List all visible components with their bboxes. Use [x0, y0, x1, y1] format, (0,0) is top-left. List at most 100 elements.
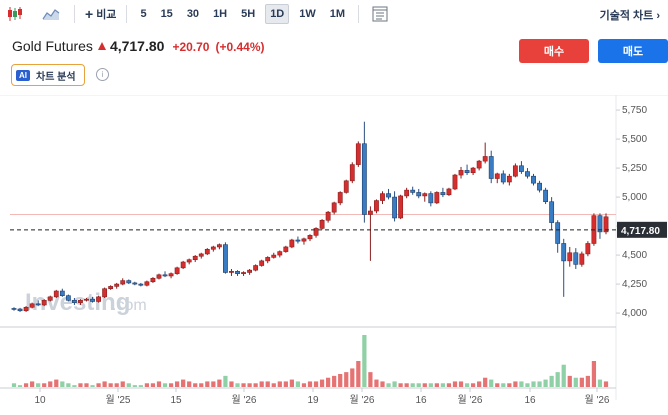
- technical-chart-link[interactable]: 기술적 차트 ›: [599, 10, 660, 22]
- candle-body: [41, 300, 47, 306]
- volume-bar: [561, 364, 566, 387]
- volume-bar: [187, 381, 192, 387]
- candle-body: [361, 143, 367, 215]
- candle-body: [319, 219, 325, 229]
- volume-bar: [374, 379, 379, 387]
- buy-button[interactable]: 매수: [519, 39, 589, 63]
- candle-body: [198, 253, 204, 257]
- candle-body: [259, 260, 265, 266]
- volume-bar: [253, 383, 258, 387]
- volume-bar: [537, 381, 542, 387]
- candle-body: [380, 193, 385, 201]
- volume-bar: [114, 383, 119, 387]
- info-icon[interactable]: i: [96, 68, 109, 81]
- toolbar-divider: [74, 4, 75, 23]
- x-tick-label: 월 '26: [584, 394, 609, 406]
- volume-bar: [132, 385, 137, 387]
- timeframe-button-1d[interactable]: 1D: [265, 3, 290, 24]
- candle-body: [96, 296, 101, 302]
- candlestick-icon[interactable]: [4, 3, 26, 25]
- volume-bar: [597, 379, 603, 387]
- candle-body: [512, 165, 518, 177]
- ai-chart-analysis-button[interactable]: AI 차트 분석: [11, 64, 85, 86]
- candle-body: [53, 290, 59, 298]
- volume-bar: [42, 383, 47, 387]
- timeframe-button-5h[interactable]: 5H: [241, 7, 256, 20]
- candle-body: [102, 288, 108, 298]
- candle-body: [132, 282, 138, 285]
- plus-icon: +: [85, 5, 94, 22]
- candle-body: [271, 254, 277, 258]
- volume-bar: [567, 375, 572, 387]
- volume-bar: [458, 381, 464, 387]
- volume-bar: [483, 377, 488, 387]
- candle-body: [138, 283, 144, 286]
- volume-bar: [579, 377, 584, 387]
- volume-bar: [525, 383, 530, 387]
- candle-body: [253, 265, 259, 271]
- volume-bar: [513, 381, 518, 387]
- timeframe-button-1w[interactable]: 1W: [299, 7, 316, 20]
- candle-body: [488, 156, 494, 179]
- candle-body: [349, 164, 355, 182]
- volume-bar: [102, 381, 107, 387]
- candle-body: [204, 248, 210, 255]
- timeframe-button-1m[interactable]: 1M: [329, 7, 346, 20]
- candle-body: [90, 298, 95, 302]
- volume-bar: [265, 381, 270, 387]
- candle-body: [47, 296, 53, 301]
- candle-body: [29, 303, 35, 308]
- volume-bar: [519, 381, 524, 387]
- candle-body: [446, 188, 452, 196]
- area-chart-icon[interactable]: [40, 3, 62, 25]
- y-tick-label: 5,500: [622, 134, 647, 145]
- volume-bar: [477, 381, 482, 387]
- volume-bar: [555, 372, 560, 387]
- last-price-tag: [617, 221, 667, 238]
- last-price-tag-label: 4,717.80: [621, 226, 660, 237]
- volume-bar: [174, 381, 180, 387]
- volume-bar: [326, 377, 331, 387]
- timeframe-button-1h[interactable]: 1H: [213, 7, 228, 20]
- price-change-percent: (+0.44%): [215, 40, 265, 54]
- volume-bar: [181, 379, 186, 387]
- timeframe-button-30[interactable]: 30: [186, 7, 200, 20]
- timeframe-button-5[interactable]: 5: [140, 7, 147, 20]
- candle-body: [283, 246, 289, 252]
- volume-bar: [30, 381, 35, 387]
- candle-body: [59, 290, 65, 296]
- timeframe-group: 5 15 30 1H 5H 1D 1W 1M: [133, 3, 352, 24]
- volume-bar: [464, 383, 470, 387]
- timeframe-button-15[interactable]: 15: [160, 7, 173, 20]
- volume-bar: [410, 383, 415, 387]
- volume-bar: [344, 372, 349, 387]
- candle-body: [126, 280, 132, 284]
- candle-body: [355, 143, 361, 165]
- candle-body: [108, 286, 114, 290]
- indicator-panel-icon[interactable]: [369, 3, 391, 25]
- volume-bar: [428, 383, 433, 387]
- candle-body: [597, 215, 603, 233]
- y-tick-label: 4,250: [622, 279, 647, 290]
- candle-body: [120, 280, 126, 285]
- volume-bar: [495, 383, 500, 387]
- sell-button[interactable]: 매도: [598, 39, 668, 63]
- volume-bar: [440, 383, 446, 387]
- candle-body: [23, 306, 29, 312]
- volume-bar: [289, 379, 294, 387]
- volume-bar: [301, 383, 307, 387]
- volume-bar: [283, 381, 288, 387]
- candle-body: [537, 182, 542, 191]
- candle-body: [410, 189, 416, 193]
- candle-body: [374, 200, 379, 212]
- compare-label: 비교: [96, 8, 117, 21]
- volume-bar: [150, 383, 156, 387]
- compare-button[interactable]: + 비교: [81, 6, 120, 22]
- candle-body: [65, 295, 71, 301]
- price-chart[interactable]: Investing .com 5,7505,5005,2505,0004,750…: [0, 95, 668, 415]
- y-tick-label: 5,000: [622, 192, 647, 203]
- volume-bar: [162, 383, 168, 387]
- volume-bar: [90, 385, 95, 387]
- candle-body: [301, 238, 307, 242]
- candle-body: [392, 196, 397, 219]
